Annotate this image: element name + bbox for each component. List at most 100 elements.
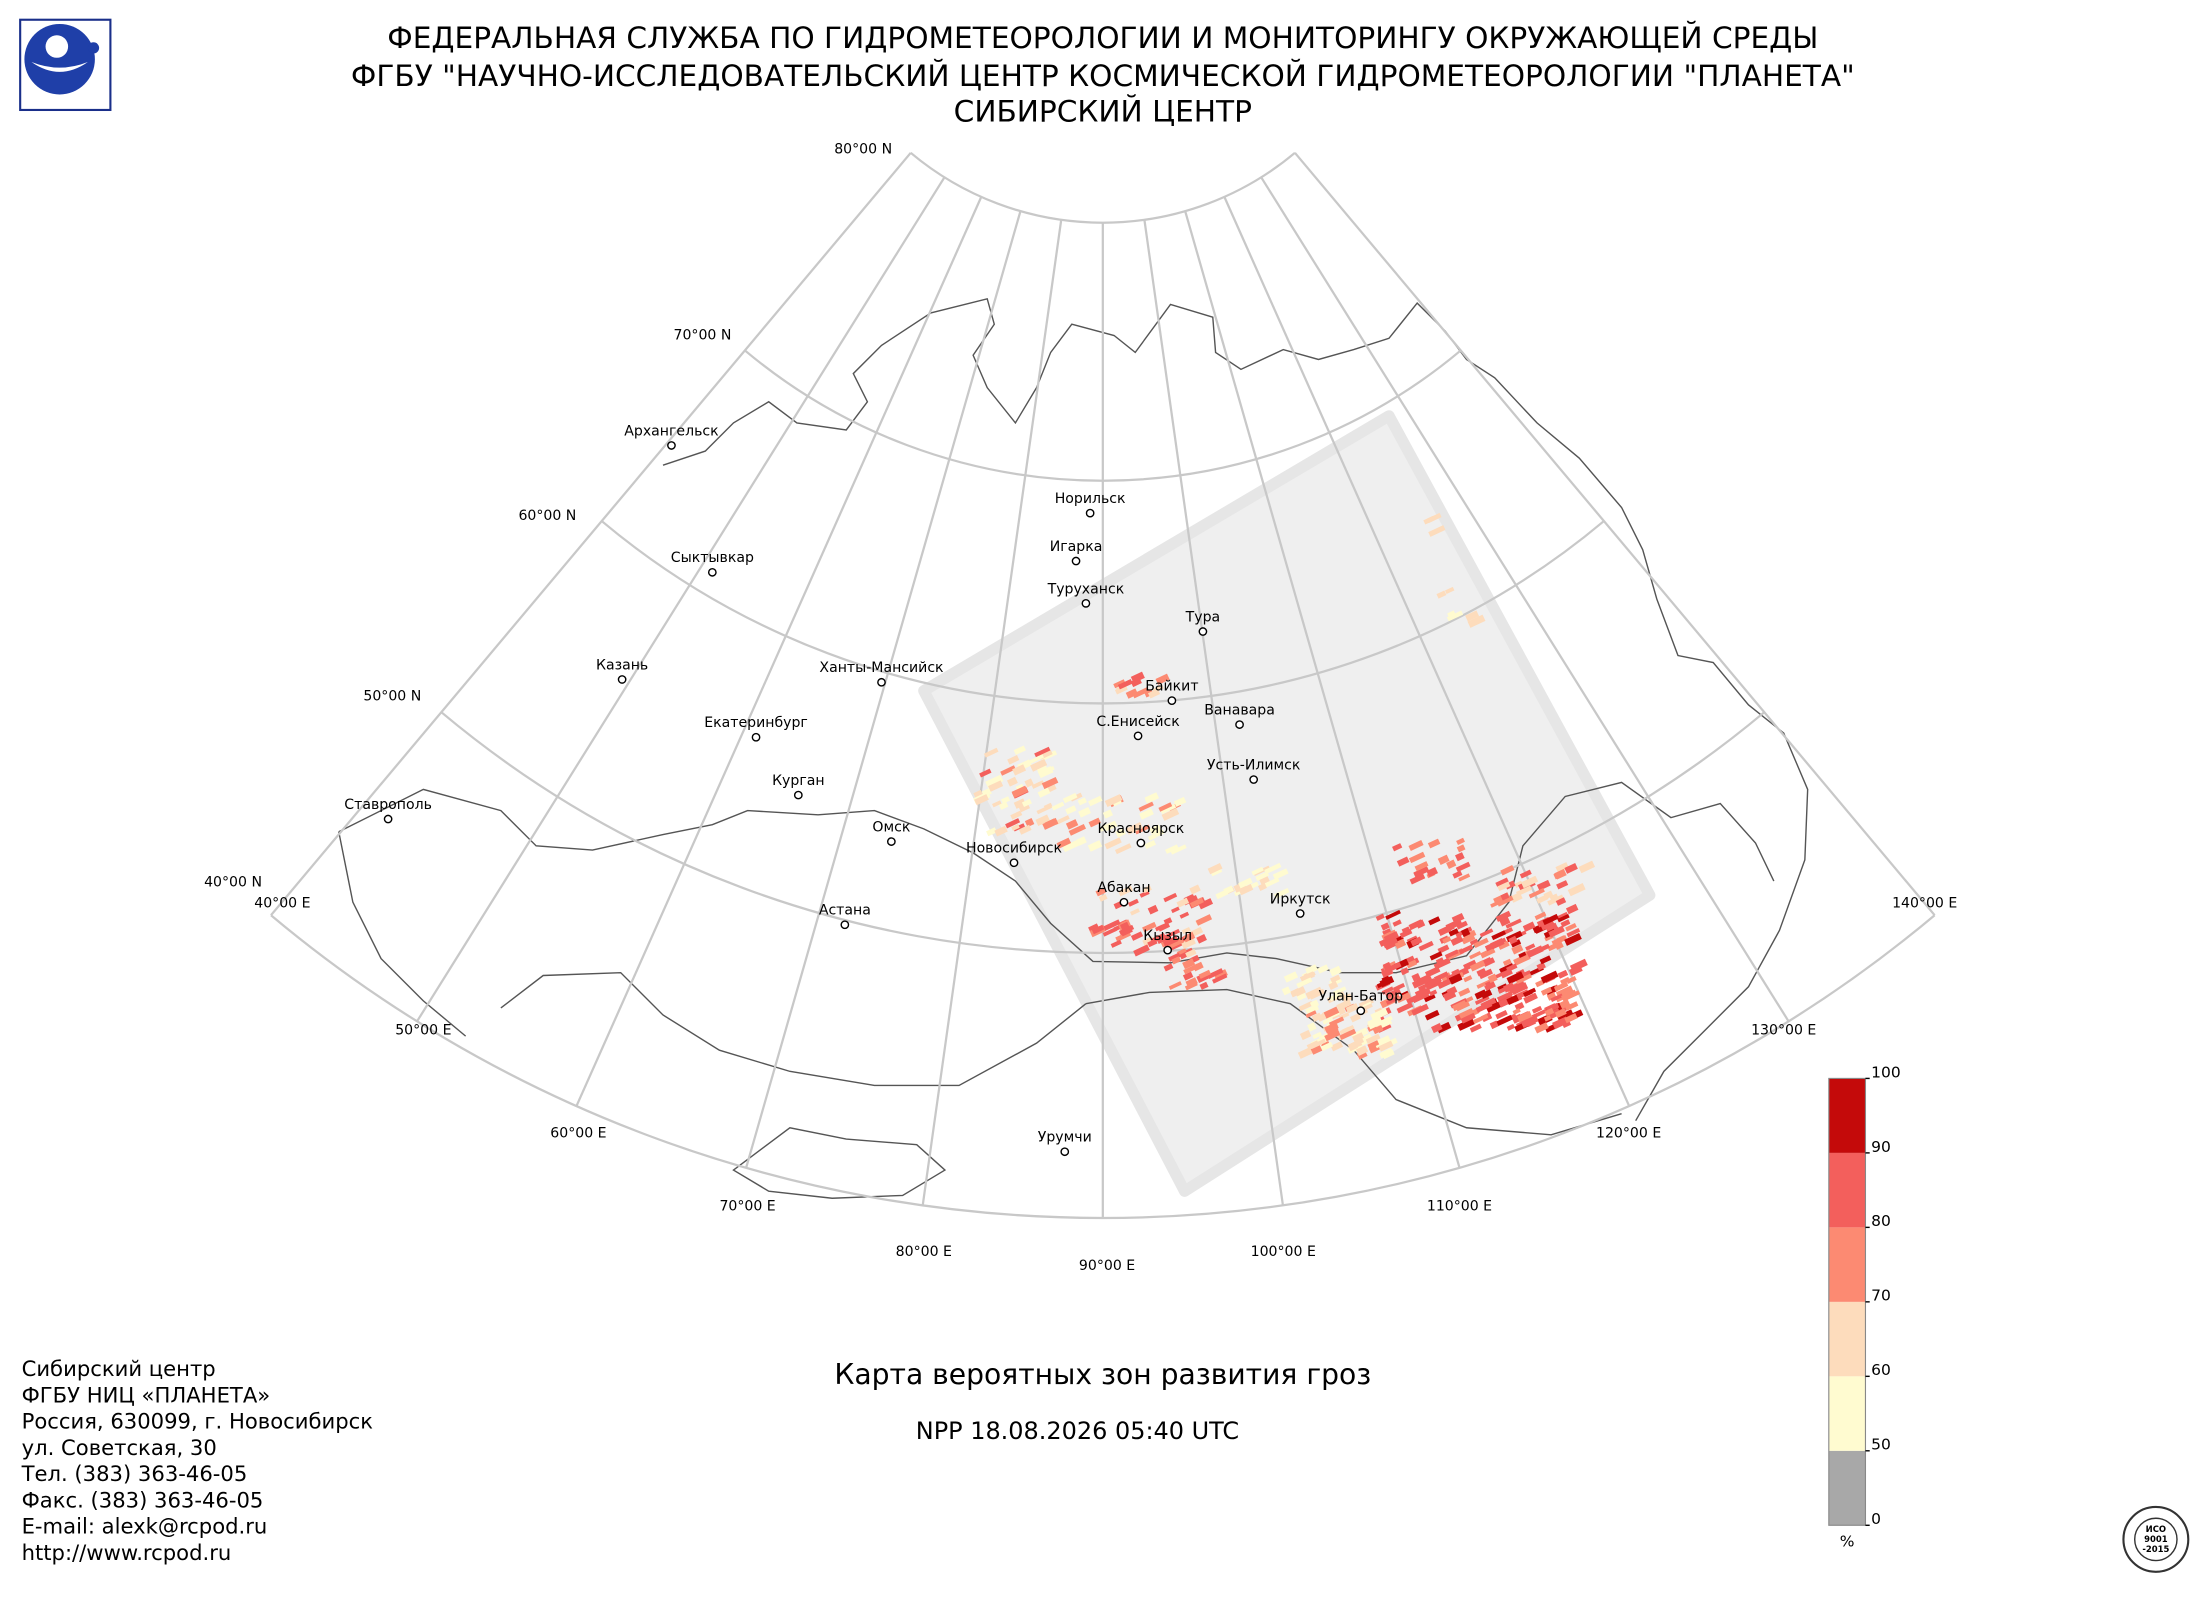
storm-cell xyxy=(1024,778,1034,788)
colorbar-unit: % xyxy=(1840,1533,1855,1551)
storm-cell xyxy=(1147,904,1159,915)
storm-cell xyxy=(1144,792,1160,804)
storm-cell xyxy=(1527,987,1537,995)
storm-cell xyxy=(1467,614,1486,628)
storm-cell xyxy=(1568,964,1583,976)
storm-cell xyxy=(1396,992,1412,1004)
storm-cell xyxy=(1297,1046,1314,1059)
storm-cell xyxy=(1043,802,1053,810)
contact-line: E-mail: alexk@rcpod.ru xyxy=(22,1514,268,1539)
logo-satellite xyxy=(87,42,100,54)
colorbar-segment xyxy=(1828,1301,1866,1377)
storm-cell xyxy=(1515,885,1533,897)
storm-cell xyxy=(1341,1026,1351,1035)
storm-cell xyxy=(1296,992,1307,1001)
city-marker xyxy=(1081,598,1091,608)
storm-cell xyxy=(1414,861,1429,872)
city-marker xyxy=(1249,775,1259,784)
storm-cell xyxy=(1521,875,1539,889)
storm-cell xyxy=(983,747,999,758)
city-label: Улан-Батор xyxy=(1319,989,1404,1005)
storm-cell xyxy=(1098,893,1108,902)
longitude-label: 60°00 E xyxy=(550,1125,606,1141)
coastline xyxy=(662,298,1809,1122)
storm-cell xyxy=(1564,1013,1578,1024)
longitude-label: 70°00 E xyxy=(719,1199,775,1215)
meridian xyxy=(1143,219,1285,1206)
storm-cell xyxy=(1189,897,1204,908)
storm-cell xyxy=(1458,1007,1475,1021)
meridian xyxy=(1223,196,1631,1107)
storm-cell xyxy=(1115,828,1126,838)
storm-cell xyxy=(1436,590,1447,599)
storm-cell xyxy=(1502,982,1515,993)
storm-cell xyxy=(1007,755,1020,765)
storm-cell xyxy=(1051,801,1065,811)
storm-cell xyxy=(1476,979,1491,989)
storm-cell xyxy=(1554,868,1567,880)
storm-cell xyxy=(1412,992,1430,1004)
storm-cell xyxy=(1211,973,1228,984)
storm-cell xyxy=(1414,987,1429,999)
storm-cell xyxy=(1154,924,1165,932)
storm-cell xyxy=(1011,824,1020,831)
storm-cell xyxy=(1375,913,1385,921)
satellite-swath xyxy=(918,410,1656,1197)
meridian xyxy=(1294,152,1936,916)
storm-cell xyxy=(1298,1001,1314,1012)
storm-cell xyxy=(1031,780,1045,789)
storm-cell xyxy=(1514,880,1523,888)
storm-cell xyxy=(1378,1017,1393,1029)
storm-cell xyxy=(1274,887,1290,899)
latitude-label: 50°00 N xyxy=(363,688,421,704)
storm-cell xyxy=(1087,840,1103,852)
storm-cell xyxy=(1182,971,1194,981)
storm-cell xyxy=(1519,869,1532,879)
storm-cell xyxy=(1158,802,1173,812)
storm-cell xyxy=(1485,1001,1501,1013)
colorbar-tick-label: 60 xyxy=(1871,1361,1891,1379)
storm-cell xyxy=(1207,968,1224,979)
storm-cell xyxy=(1500,892,1510,901)
storm-cell xyxy=(1578,860,1596,874)
storm-cell xyxy=(1099,823,1111,832)
storm-cell xyxy=(1525,943,1536,951)
storm-cell xyxy=(1456,837,1465,846)
meridian xyxy=(270,152,912,916)
storm-cell xyxy=(1299,971,1316,983)
storm-cell xyxy=(1173,796,1187,807)
storm-cell xyxy=(1427,838,1441,849)
storm-cell xyxy=(1382,936,1399,949)
storm-cell xyxy=(1088,795,1103,807)
storm-cell xyxy=(1536,894,1549,904)
city-label: Казань xyxy=(596,657,648,673)
storm-cell xyxy=(1166,937,1184,950)
storm-cell xyxy=(1056,837,1072,849)
storm-cell xyxy=(1484,941,1497,952)
storm-cell xyxy=(1125,821,1143,835)
city-marker xyxy=(707,567,717,577)
parallel xyxy=(909,151,1296,224)
storm-cell xyxy=(1062,839,1080,853)
storm-cell xyxy=(1148,833,1157,841)
storm-cell xyxy=(1189,884,1201,895)
storm-cell xyxy=(1448,928,1459,937)
storm-cell xyxy=(1511,944,1524,955)
longitude-label: 40°00 E xyxy=(254,896,310,912)
storm-cell xyxy=(1155,673,1170,685)
storm-cell xyxy=(1536,962,1546,971)
storm-cell xyxy=(1427,976,1442,987)
storm-cell xyxy=(1329,992,1342,1001)
storm-cell xyxy=(1000,765,1016,776)
storm-cell xyxy=(1424,966,1441,978)
storm-cell xyxy=(1490,901,1499,908)
storm-cell xyxy=(1415,919,1426,929)
storm-cell xyxy=(1458,873,1471,882)
storm-cell xyxy=(985,774,1004,789)
storm-cell xyxy=(1469,1023,1482,1033)
storm-cell xyxy=(1150,932,1166,944)
storm-cell xyxy=(1452,870,1463,879)
storm-cell xyxy=(1437,944,1450,954)
colorbar-tick-label: 50 xyxy=(1871,1436,1891,1454)
storm-cell xyxy=(1102,809,1114,819)
